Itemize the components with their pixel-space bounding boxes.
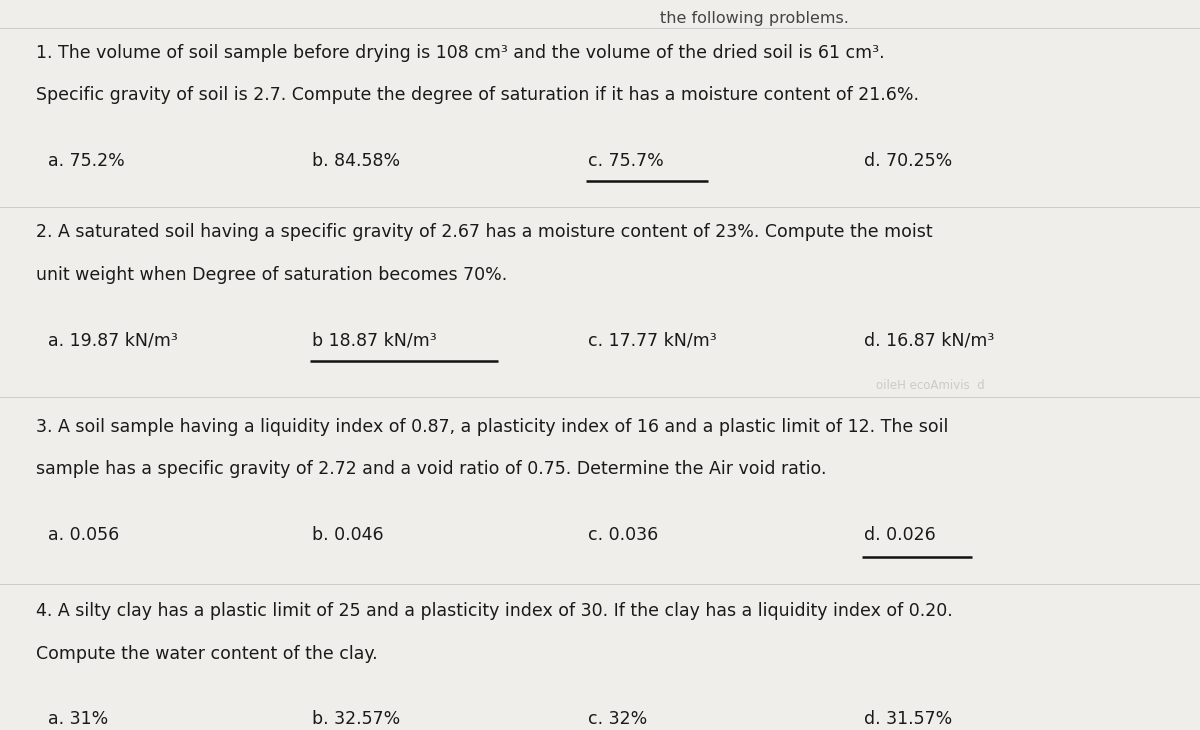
Text: oileH ecoAmivis  d: oileH ecoAmivis d [876, 379, 985, 392]
Text: b 18.87 kN/m³: b 18.87 kN/m³ [312, 331, 437, 350]
Text: sample has a specific gravity of 2.72 and a void ratio of 0.75. Determine the Ai: sample has a specific gravity of 2.72 an… [36, 460, 827, 478]
Text: 1. The volume of soil sample before drying is 108 cm³ and the volume of the drie: 1. The volume of soil sample before dryi… [36, 44, 884, 62]
Text: 3. A soil sample having a liquidity index of 0.87, a plasticity index of 16 and : 3. A soil sample having a liquidity inde… [36, 418, 948, 436]
Text: 4. A silty clay has a plastic limit of 25 and a plasticity index of 30. If the c: 4. A silty clay has a plastic limit of 2… [36, 602, 953, 620]
Text: b. 32.57%: b. 32.57% [312, 710, 401, 729]
Text: Specific gravity of soil is 2.7. Compute the degree of saturation if it has a mo: Specific gravity of soil is 2.7. Compute… [36, 86, 919, 104]
Text: unit weight when Degree of saturation becomes 70%.: unit weight when Degree of saturation be… [36, 266, 508, 284]
Text: the following problems.: the following problems. [660, 11, 848, 26]
Text: Compute the water content of the clay.: Compute the water content of the clay. [36, 645, 378, 663]
Text: c. 75.7%: c. 75.7% [588, 152, 664, 170]
Text: a. 31%: a. 31% [48, 710, 108, 729]
Text: c. 17.77 kN/m³: c. 17.77 kN/m³ [588, 331, 716, 350]
Text: d. 70.25%: d. 70.25% [864, 152, 953, 170]
Text: c. 32%: c. 32% [588, 710, 647, 729]
Text: 2. A saturated soil having a specific gravity of 2.67 has a moisture content of : 2. A saturated soil having a specific gr… [36, 223, 932, 242]
Text: b. 0.046: b. 0.046 [312, 526, 384, 544]
Text: d. 0.026: d. 0.026 [864, 526, 936, 544]
Text: a. 0.056: a. 0.056 [48, 526, 119, 544]
Text: d. 16.87 kN/m³: d. 16.87 kN/m³ [864, 331, 995, 350]
Text: d. 31.57%: d. 31.57% [864, 710, 953, 729]
Text: c. 0.036: c. 0.036 [588, 526, 659, 544]
Text: a. 19.87 kN/m³: a. 19.87 kN/m³ [48, 331, 178, 350]
Text: a. 75.2%: a. 75.2% [48, 152, 125, 170]
Text: b. 84.58%: b. 84.58% [312, 152, 400, 170]
